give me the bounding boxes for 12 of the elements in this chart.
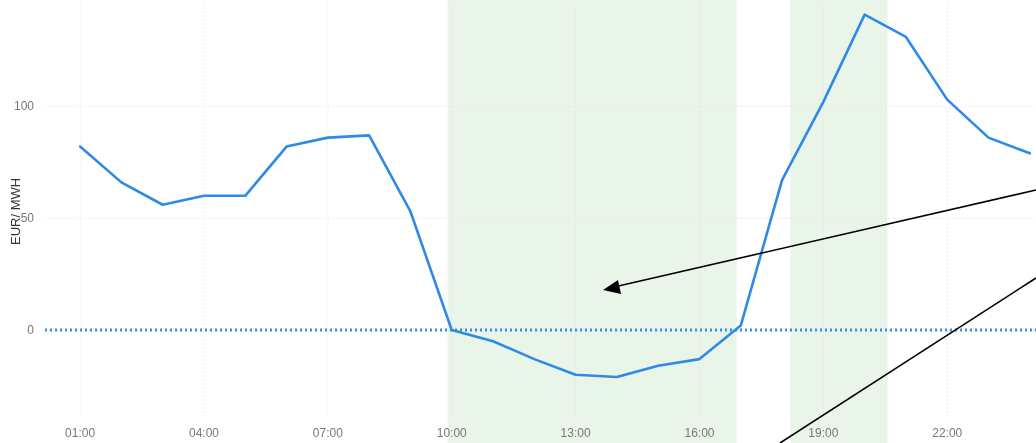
x-tick-label: 01:00 bbox=[65, 426, 96, 440]
x-tick-label: 07:00 bbox=[312, 426, 344, 440]
x-tick-label: 19:00 bbox=[808, 426, 839, 440]
x-tick-label: 13:00 bbox=[560, 426, 591, 440]
y-axis-title: EUR/ MWH bbox=[8, 177, 23, 246]
y-tick-label: 100 bbox=[13, 99, 35, 114]
x-tick-label: 22:00 bbox=[932, 426, 963, 440]
y-tick-label: 50 bbox=[20, 211, 35, 226]
x-tick-label: 04:00 bbox=[188, 426, 220, 440]
y-tick-label: 0 bbox=[27, 323, 35, 338]
x-tick-label: 16:00 bbox=[684, 426, 715, 440]
x-tick-label: 10:00 bbox=[436, 426, 468, 440]
